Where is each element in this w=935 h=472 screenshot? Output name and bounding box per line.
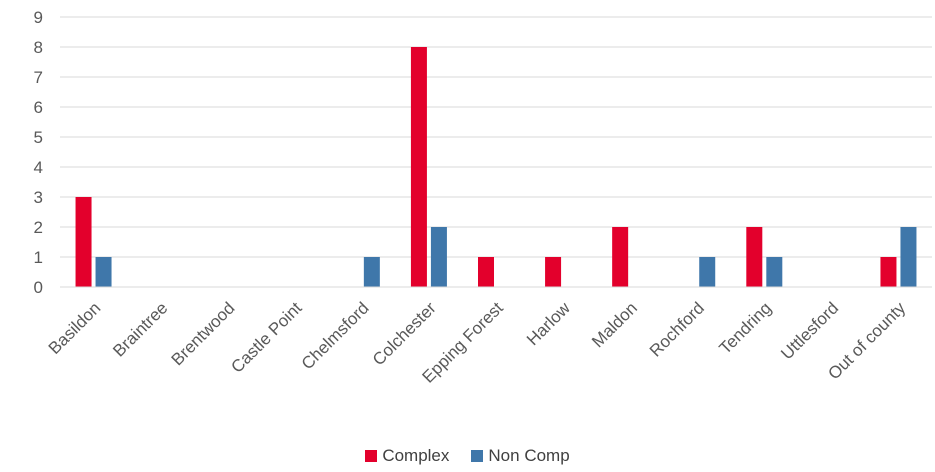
- y-tick-label: 6: [34, 98, 43, 117]
- legend-swatch-complex: [365, 450, 378, 462]
- bar-non-comp: [363, 257, 380, 287]
- y-tick-label: 9: [34, 8, 43, 27]
- y-tick-label: 0: [34, 278, 43, 297]
- bar-non-comp: [766, 257, 783, 287]
- bar-complex: [612, 227, 629, 287]
- legend-item-non-comp: Non Comp: [471, 446, 570, 466]
- y-tick-label: 8: [34, 38, 43, 57]
- bar-non-comp: [699, 257, 716, 287]
- bar-complex: [880, 257, 897, 287]
- gridlines: [60, 16, 932, 258]
- legend-label-complex: Complex: [382, 446, 450, 465]
- x-tick-label: Rochford: [646, 298, 708, 360]
- legend-swatch-non-comp: [471, 450, 484, 462]
- legend: Complex Non Comp: [0, 446, 935, 466]
- y-tick-label: 1: [34, 248, 43, 267]
- x-tick-label: Braintree: [109, 298, 171, 360]
- y-tick-label: 3: [34, 188, 43, 207]
- x-tick-label: Castle Point: [227, 298, 305, 376]
- x-tick-label: Tendring: [716, 298, 776, 358]
- bar-non-comp: [95, 257, 112, 287]
- y-tick-label: 5: [34, 128, 43, 147]
- bars: [75, 47, 917, 287]
- y-tick-label: 4: [34, 158, 43, 177]
- bar-complex: [746, 227, 763, 287]
- y-axis-ticks: 0 1 2 3 4 5 6 7 8 9: [34, 8, 43, 297]
- x-tick-label: Maldon: [588, 298, 641, 351]
- x-tick-label: Chelmsford: [298, 298, 373, 373]
- x-tick-label: Uttlesford: [777, 298, 842, 363]
- bar-non-comp: [430, 227, 447, 287]
- legend-label-non-comp: Non Comp: [488, 446, 570, 465]
- y-tick-label: 2: [34, 218, 43, 237]
- bar-complex: [545, 257, 562, 287]
- x-tick-label: Basildon: [45, 298, 105, 358]
- legend-item-complex: Complex: [365, 446, 449, 466]
- y-tick-label: 7: [34, 68, 43, 87]
- bar-non-comp: [900, 227, 917, 287]
- bar-complex: [75, 197, 92, 287]
- bar-complex: [478, 257, 494, 287]
- x-tick-label: Harlow: [523, 298, 574, 349]
- x-tick-label: Colchester: [369, 298, 440, 369]
- chart-plot: 0 1 2 3 4 5 6 7 8 9 Basildon BraintreeBrentwoodCas…: [34, 8, 932, 387]
- x-tick-label: Brentwood: [168, 298, 239, 369]
- bar-complex: [410, 47, 427, 287]
